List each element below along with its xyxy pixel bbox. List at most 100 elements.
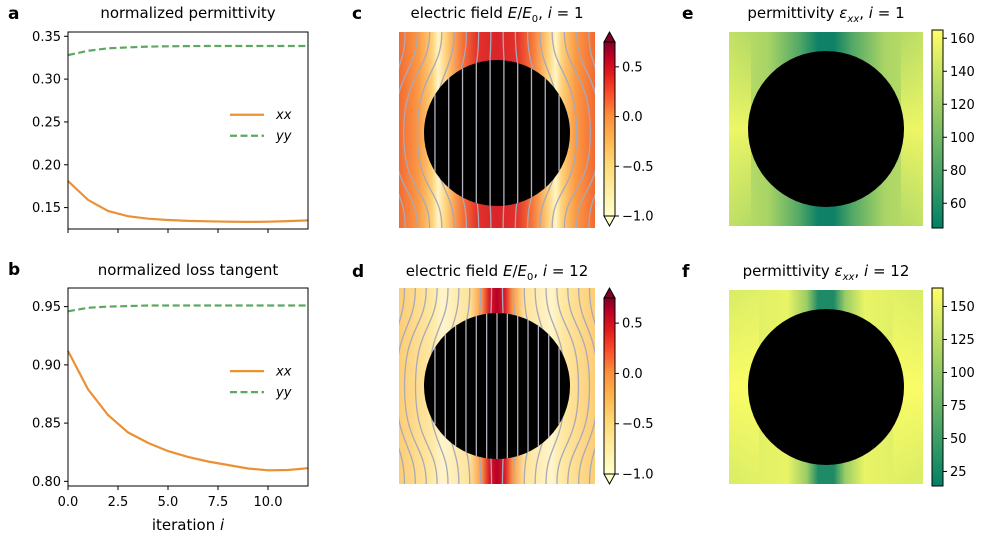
panel-e-colorbar: 60 80 100 120 140 160: [931, 29, 975, 229]
y-tick-label: 0.30: [32, 73, 61, 88]
colorbar-tick-label: −0.5: [622, 417, 654, 432]
field-line: [575, 32, 595, 228]
panel-d-title: electric field E/E0, i = 12: [406, 262, 589, 283]
y-tick-label: 0.80: [32, 475, 61, 490]
panel-b-title: normalized loss tangent: [98, 261, 279, 279]
x-tick-label: 10.0: [254, 495, 283, 510]
colorbar-tick-label: 0.0: [622, 367, 643, 382]
colorbar-tick-label: 150: [950, 300, 975, 315]
y-tick-label: 0.90: [32, 358, 61, 373]
colorbar-tick-label: 25: [950, 465, 967, 480]
y-tick-label: 0.20: [32, 158, 61, 173]
field-line: [403, 32, 431, 228]
panel-f: f permittivity εxx, i = 12 25 50 75 100 125 1…: [682, 262, 975, 487]
panel-b-axes: 0.80 0.85 0.90 0.95 0.0 2.5 5.0 7.5 10.0 xx yy: [32, 287, 309, 510]
panel-c-title: electric field E/E0, i = 1: [410, 4, 583, 25]
panel-b-letter: b: [8, 260, 20, 280]
y-tick-label: 0.95: [32, 300, 61, 315]
colorbar-extend-bottom: [603, 473, 616, 486]
colorbar-tick-label: 100: [950, 366, 975, 381]
panel-c-letter: c: [352, 4, 362, 24]
colorbar-extend-top: [603, 30, 616, 43]
series-yy-line: [67, 304, 308, 313]
legend-label-yy: yy: [275, 129, 292, 144]
panel-a-letter: a: [8, 4, 19, 24]
panel-a: a normalized permittivity 0.150.200.250.…: [8, 4, 309, 233]
x-axis-label: iteration i: [152, 516, 225, 534]
panel-f-letter: f: [682, 262, 690, 282]
colorbar-tick-label: 120: [950, 98, 975, 113]
panel-e: e permittivity εxx, i = 1 60 80 100 120 140 1…: [682, 4, 975, 229]
colorbar-tick-label: 160: [950, 32, 975, 47]
colorbar-tick-label: 100: [950, 131, 975, 146]
colorbar-tick-label: −1.0: [622, 210, 654, 225]
field-line: [556, 288, 580, 484]
y-tick-label: 0.25: [32, 115, 61, 130]
panel-c: c electric field E/E0, i = 1 −1.0 −0.5 0.0…: [352, 4, 654, 228]
field-line: [588, 288, 595, 484]
field-line: [399, 32, 406, 228]
field-line: [588, 32, 595, 228]
field-line: [551, 32, 578, 228]
panel-e-inclusion: [748, 51, 904, 207]
legend-label-xx: xx: [275, 365, 292, 380]
colorbar-bar: [603, 41, 616, 217]
colorbar-tick-label: 75: [950, 399, 967, 414]
axes-frame: [67, 287, 309, 487]
colorbar-tick-label: 0.5: [622, 317, 643, 332]
series-xx-line: [67, 180, 309, 224]
legend-label-xx: xx: [275, 108, 292, 123]
x-tick-label: 5.0: [158, 495, 179, 510]
panel-a-axes: 0.15 0.20 0.25 0.30 0.35 xx yy: [32, 30, 309, 233]
field-line: [578, 288, 595, 484]
panel-d-inner-field-lines: [434, 313, 560, 459]
panel-e-left-band: [729, 32, 751, 226]
colorbar-bar: [931, 29, 944, 229]
panel-e-title: permittivity εxx, i = 1: [747, 4, 904, 25]
series-yy-line: [67, 44, 308, 57]
colorbar-tick-label: 140: [950, 65, 975, 80]
y-tick-label: 0.35: [32, 30, 61, 45]
panel-c-colorbar: −1.0 −0.5 0.0 0.5: [603, 30, 654, 228]
field-line: [563, 32, 591, 228]
colorbar-extend-bottom: [603, 215, 616, 228]
y-tick-label: 0.15: [32, 201, 61, 216]
field-line: [399, 32, 419, 228]
field-line: [403, 288, 427, 484]
panel-f-colorbar: 25 50 75 100 125 150: [931, 287, 975, 487]
panel-e-right-band: [901, 32, 923, 226]
panel-d-colorbar: −1.0 −0.5 0.0 0.5: [603, 286, 654, 486]
colorbar-tick-label: 0.5: [622, 60, 643, 75]
panel-c-inclusion: [424, 60, 570, 206]
series-xx-line: [67, 350, 309, 472]
field-line: [414, 288, 438, 484]
y-tick-label: 0.85: [32, 417, 61, 432]
panel-d-letter: d: [352, 262, 364, 282]
field-line: [399, 288, 406, 484]
panel-a-title: normalized permittivity: [100, 4, 275, 22]
colorbar-tick-label: −0.5: [622, 160, 654, 175]
colorbar-tick-label: 80: [950, 164, 967, 179]
panel-c-inner-field-lines: [434, 60, 560, 206]
field-line: [567, 288, 591, 484]
colorbar-extend-top: [603, 286, 616, 299]
field-line: [416, 32, 443, 228]
colorbar-bar: [931, 287, 944, 487]
panel-e-letter: e: [682, 4, 694, 24]
panel-d: d electric field E/E0, i = 12 −1.0 −0.5 0.…: [352, 262, 654, 486]
field-line: [399, 288, 416, 484]
colorbar-bar: [603, 297, 616, 475]
panel-f-title: permittivity εxx, i = 12: [743, 262, 910, 283]
axes-frame: [67, 31, 309, 230]
colorbar-tick-label: 60: [950, 197, 967, 212]
legend-label-yy: yy: [275, 386, 292, 401]
x-tick-label: 7.5: [208, 495, 229, 510]
x-tick-label: 0.0: [58, 495, 79, 510]
panel-b: b normalized loss tangent 0.800.850.900.…: [8, 260, 309, 534]
x-tick-label: 2.5: [108, 495, 129, 510]
colorbar-tick-label: −1.0: [622, 468, 654, 483]
colorbar-tick-label: 125: [950, 333, 975, 348]
panel-f-inclusion: [748, 309, 904, 465]
colorbar-tick-label: 0.0: [622, 110, 643, 125]
